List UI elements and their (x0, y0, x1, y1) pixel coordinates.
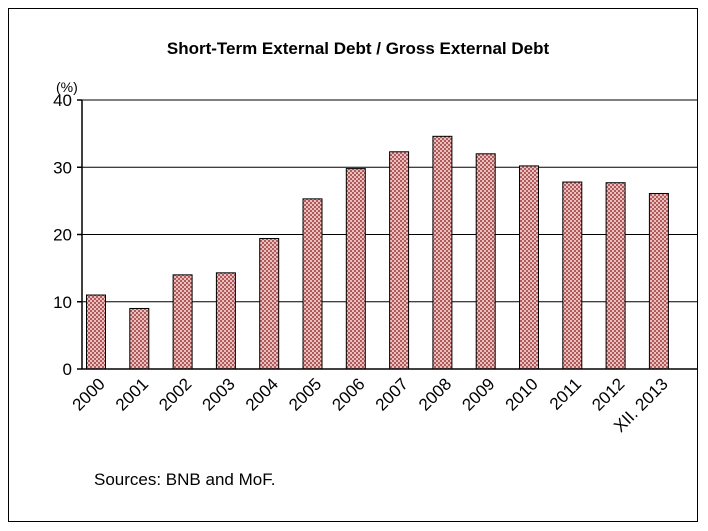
bar-XII-2013 (648, 192, 669, 370)
x-tick-label: 2009 (458, 374, 498, 414)
bar-2006 (345, 168, 366, 370)
chart-title: Short-Term External Debt / Gross Externa… (167, 39, 550, 58)
source-note: Sources: BNB and MoF. (94, 470, 275, 489)
x-axis-ticks: 2000 2001 2002 2003 2004 2005 2006 2007 2008 2009… (69, 374, 672, 436)
x-tick-label: 2003 (199, 374, 239, 414)
bar-2003 (215, 272, 236, 370)
x-tick-label: 2010 (502, 374, 542, 414)
bar-2000 (86, 294, 106, 370)
y-tick-label: 20 (53, 226, 72, 245)
x-tick-label: 2011 (546, 374, 585, 413)
x-tick-label: 2012 (588, 374, 628, 414)
bar-2011 (562, 181, 583, 370)
x-tick-label: 2008 (415, 374, 455, 414)
x-tick-label: 2002 (155, 374, 195, 414)
y-tick-label: 0 (63, 360, 72, 379)
bar-2007 (389, 151, 410, 370)
bar-2004 (259, 238, 280, 370)
bar-2008 (432, 135, 453, 370)
x-tick-label: 2000 (69, 374, 109, 414)
y-tick-label: 30 (53, 158, 72, 177)
bar-2001 (129, 307, 150, 370)
y-axis-ticks: 0 10 20 30 40 (53, 91, 82, 379)
bar-2009 (475, 153, 496, 370)
bar-2010 (519, 165, 539, 370)
x-tick-label: 2004 (242, 374, 282, 414)
y-tick-label: 10 (53, 293, 72, 312)
bar-2005 (302, 198, 323, 370)
y-axis-unit-label: (%) (56, 79, 78, 95)
x-tick-label: 2005 (285, 374, 325, 414)
x-tick-label: 2007 (372, 374, 412, 414)
bars (86, 135, 669, 370)
x-tick-label: 2001 (112, 374, 152, 414)
x-tick-label: 2006 (328, 374, 368, 414)
bar-2012 (605, 182, 626, 370)
bar-2002 (172, 274, 193, 370)
y-tick-label: 40 (53, 91, 72, 110)
